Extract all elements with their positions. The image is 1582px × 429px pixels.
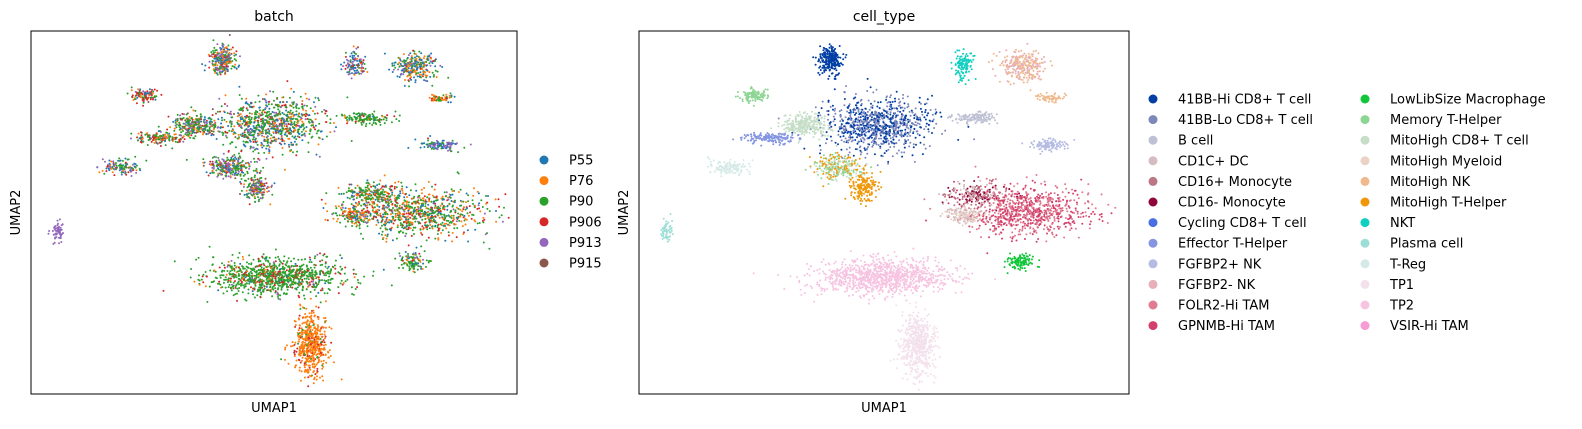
legend-label: MitoHigh T-Helper — [1390, 196, 1507, 211]
axes-frame — [30, 30, 518, 395]
legend-label: Effector T-Helper — [1178, 237, 1288, 252]
legend-label: VSIR-Hi TAM — [1390, 319, 1469, 334]
legend-marker — [539, 196, 549, 206]
scatter-points-1 — [47, 34, 510, 388]
legend-label: LowLibSize Macrophage — [1390, 93, 1546, 108]
legend-marker — [1360, 259, 1370, 269]
legend-marker — [1360, 94, 1370, 104]
legend-marker — [1148, 176, 1158, 186]
legend-label: T-Reg — [1389, 257, 1426, 272]
legend-marker — [1148, 238, 1158, 248]
legend-label: P55 — [569, 154, 593, 169]
legend-label: FOLR2-Hi TAM — [1178, 299, 1270, 314]
legend-marker — [1360, 218, 1370, 228]
x-axis-label: UMAP1 — [251, 401, 297, 416]
axes-frame — [638, 30, 1130, 395]
chart-title: batch — [254, 9, 294, 25]
legend-marker — [1148, 115, 1158, 125]
legend-label: MitoHigh Myeloid — [1390, 154, 1502, 169]
legend-marker — [1360, 176, 1370, 186]
legend-marker — [539, 155, 549, 165]
legend-marker — [1148, 259, 1158, 269]
chart-panel-2 — [638, 30, 1130, 395]
legend-marker — [1148, 94, 1158, 104]
legend-marker — [1360, 135, 1370, 145]
legend-marker — [1360, 321, 1370, 331]
scatter-points-2 — [660, 42, 1117, 391]
chart-panel-1 — [30, 30, 518, 395]
legend-marker — [1360, 300, 1370, 310]
legend-label: P90 — [569, 195, 593, 210]
legend-label: GPNMB-Hi TAM — [1178, 319, 1275, 334]
legend-label: P906 — [569, 215, 602, 230]
legend-marker — [1148, 156, 1158, 166]
legend-1 — [539, 155, 549, 268]
legend-marker — [1148, 321, 1158, 331]
legend-label: NKT — [1390, 216, 1415, 231]
legend-label: Memory T-Helper — [1390, 113, 1502, 128]
legend-label: FGFBP2- NK — [1178, 278, 1256, 293]
legend-label: P915 — [569, 257, 602, 272]
x-axis-label: UMAP1 — [861, 401, 907, 416]
legend-label: Plasma cell — [1390, 237, 1463, 252]
legend-marker — [1148, 218, 1158, 228]
legend-label: CD16- Monocyte — [1178, 196, 1286, 211]
y-axis-label: UMAP2 — [9, 190, 24, 236]
legend-marker — [1360, 156, 1370, 166]
legend-label: P913 — [569, 236, 602, 251]
legend-label: 41BB-Hi CD8+ T cell — [1178, 93, 1311, 108]
legend-label: MitoHigh CD8+ T cell — [1390, 134, 1529, 149]
legend-label: P76 — [569, 174, 593, 189]
legend-marker — [539, 237, 549, 247]
legend-label: Cycling CD8+ T cell — [1178, 216, 1307, 231]
chart-title: cell_type — [853, 9, 915, 25]
legend-marker — [539, 217, 549, 227]
legend-marker — [1148, 300, 1158, 310]
legend-marker — [1148, 279, 1158, 289]
legend-2 — [1148, 94, 1370, 331]
legend-label: FGFBP2+ NK — [1178, 257, 1262, 272]
legend-label: CD1C+ DC — [1178, 154, 1249, 169]
legend-label: TP1 — [1389, 278, 1414, 293]
legend-label: CD16+ Monocyte — [1178, 175, 1292, 190]
legend-label: B cell — [1178, 134, 1213, 149]
legend-marker — [1360, 197, 1370, 207]
legend-marker — [539, 176, 549, 186]
legend-marker — [1360, 238, 1370, 248]
legend-marker — [1360, 115, 1370, 125]
legend-label: 41BB-Lo CD8+ T cell — [1178, 113, 1313, 128]
legend-label: TP2 — [1389, 299, 1414, 314]
legend-label: MitoHigh NK — [1390, 175, 1471, 190]
legend-marker — [539, 258, 549, 268]
legend-marker — [1148, 197, 1158, 207]
legend-marker — [1148, 135, 1158, 145]
legend-marker — [1360, 279, 1370, 289]
y-axis-label: UMAP2 — [617, 190, 632, 236]
